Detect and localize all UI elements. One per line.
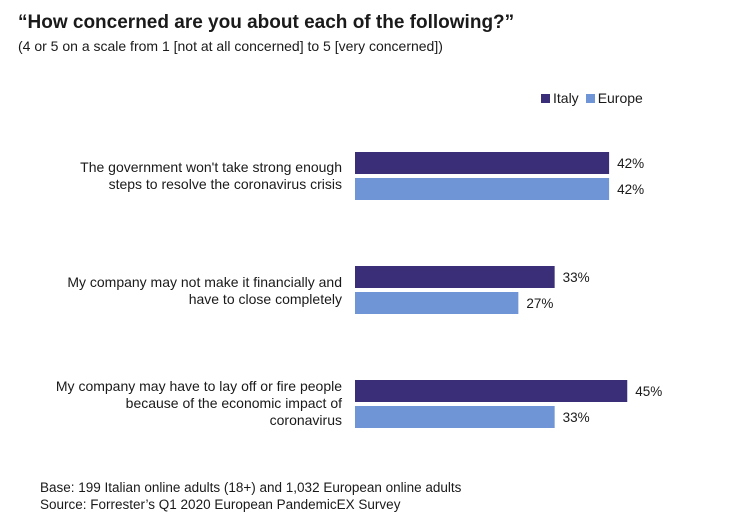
bar-italy-3	[355, 380, 628, 402]
data-label-europe-2: 27%	[526, 296, 553, 311]
data-label-europe-1: 42%	[617, 182, 644, 197]
footer-source: Source: Forrester’s Q1 2020 European Pan…	[40, 497, 401, 512]
chart-footer: Base: 199 Italian online adults (18+) an…	[40, 479, 461, 513]
legend-swatch-europe	[585, 93, 595, 103]
footer-base: Base: 199 Italian online adults (18+) an…	[40, 480, 462, 495]
data-label-europe-3: 33%	[563, 410, 590, 425]
bar-italy-2	[355, 266, 555, 288]
chart-title: “How concerned are you about each of the…	[18, 12, 515, 33]
category-label-1: The government won't take strong enough …	[22, 159, 342, 193]
legend-label-europe: Europe	[597, 90, 643, 106]
data-label-italy-1: 42%	[617, 156, 644, 171]
category-label-line: steps to resolve the coronavirus crisis	[108, 176, 342, 192]
data-label-italy-2: 33%	[563, 270, 590, 285]
legend-item-italy: Italy	[541, 90, 579, 106]
legend-label-italy: Italy	[553, 90, 579, 106]
bar-europe-2	[355, 292, 519, 314]
category-label-3: My company may have to lay off or fire p…	[22, 378, 342, 429]
bar-europe-3	[355, 406, 555, 428]
chart-subtitle: (4 or 5 on a scale from 1 [not at all co…	[18, 38, 443, 54]
chart-legend: Italy Europe	[541, 90, 650, 106]
bar-italy-1	[355, 152, 610, 174]
bar-europe-1	[355, 178, 610, 200]
category-label-line: have to close completely	[188, 291, 342, 307]
category-label-2: My company may not make it financially a…	[22, 274, 342, 308]
category-label-line: coronavirus	[269, 412, 342, 428]
category-label-line: My company may have to lay off or fire p…	[55, 378, 342, 394]
category-label-line: because of the economic impact of	[125, 395, 342, 411]
category-label-line: The government won't take strong enough	[80, 159, 342, 175]
legend-item-europe: Europe	[585, 90, 643, 106]
legend-swatch-italy	[541, 93, 550, 103]
data-label-italy-3: 45%	[635, 384, 662, 399]
category-label-line: My company may not make it financially a…	[67, 274, 342, 290]
